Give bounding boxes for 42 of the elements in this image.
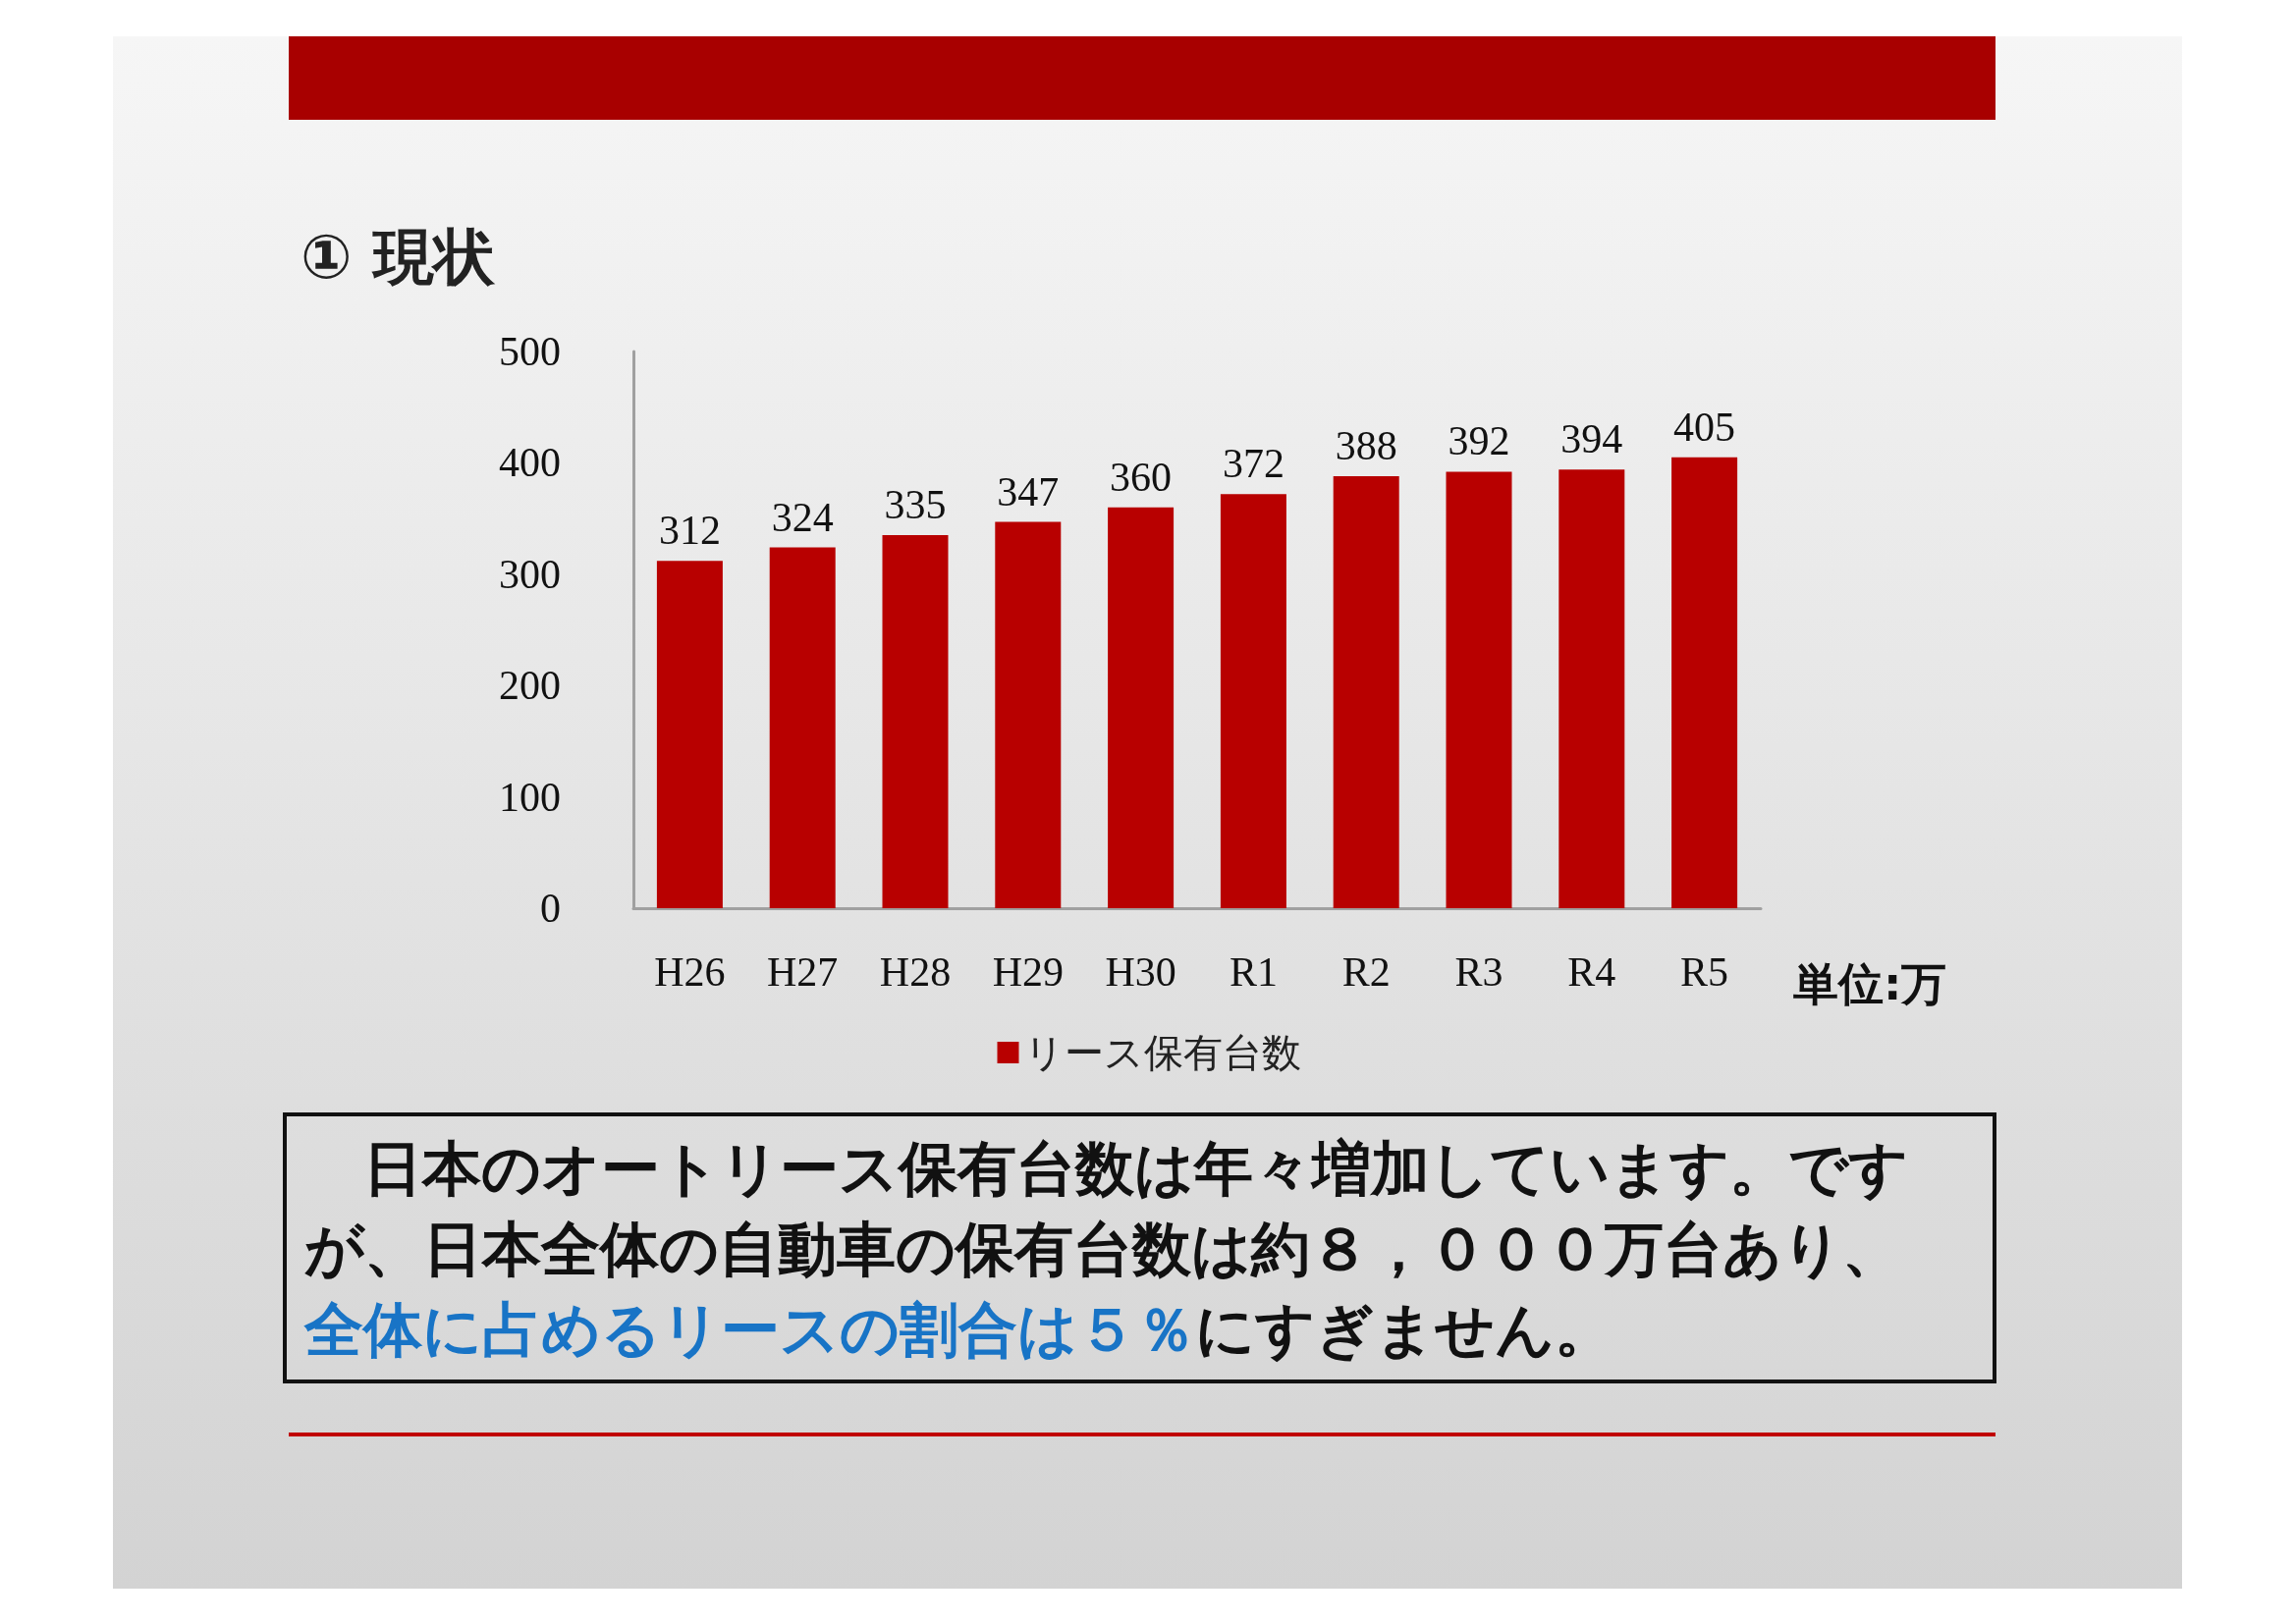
bar <box>1220 494 1286 908</box>
x-tick-label: H26 <box>654 949 726 995</box>
x-tick-label: H27 <box>767 949 839 995</box>
bar <box>1108 507 1175 908</box>
y-tick-label: 100 <box>499 774 561 820</box>
data-label: 347 <box>997 468 1060 514</box>
text: 単位:万 <box>1793 956 1947 1012</box>
data-label: 360 <box>1110 454 1173 500</box>
data-label: 405 <box>1673 404 1736 450</box>
data-label: 392 <box>1448 418 1510 464</box>
bar <box>1333 476 1399 908</box>
bar <box>1446 471 1512 908</box>
y-tick-label: 300 <box>499 551 561 597</box>
data-label: 335 <box>884 482 947 528</box>
bar <box>1558 469 1625 908</box>
data-label: 394 <box>1560 416 1623 462</box>
y-tick-label: 0 <box>540 886 561 931</box>
chart-title: ① 現状 <box>301 220 496 295</box>
bar <box>995 521 1062 908</box>
x-tick-label: R1 <box>1229 949 1278 995</box>
x-tick-label: R3 <box>1454 949 1503 995</box>
bar <box>769 547 836 908</box>
data-label: 324 <box>771 494 834 540</box>
y-tick-label: 200 <box>499 663 561 709</box>
data-label: 372 <box>1222 441 1285 487</box>
x-tick-label: R4 <box>1567 949 1616 995</box>
x-tick-label: H29 <box>992 949 1064 995</box>
y-tick-label: 400 <box>499 440 561 486</box>
text: にすぎません。 <box>1195 1295 1613 1364</box>
x-tick-label: H30 <box>1105 949 1176 995</box>
data-label: 388 <box>1335 423 1397 469</box>
y-tick-label: 500 <box>499 329 561 374</box>
text: 日本のオートリース保有台数は年々増加しています。ですが、日本全体の自動車の保有台数は約８，０００万台あり、 <box>304 1134 1908 1283</box>
x-tick-label: R5 <box>1680 949 1729 995</box>
text: 全体に占めるリースの割合は５％ <box>304 1294 1195 1366</box>
x-tick-label: R2 <box>1341 949 1391 995</box>
bar <box>656 561 723 908</box>
bar <box>1671 457 1738 908</box>
data-label: 312 <box>658 508 721 554</box>
legend-label: リース保有台数 <box>1023 1030 1301 1075</box>
bar <box>882 535 949 908</box>
x-tick-label: H28 <box>879 949 952 995</box>
